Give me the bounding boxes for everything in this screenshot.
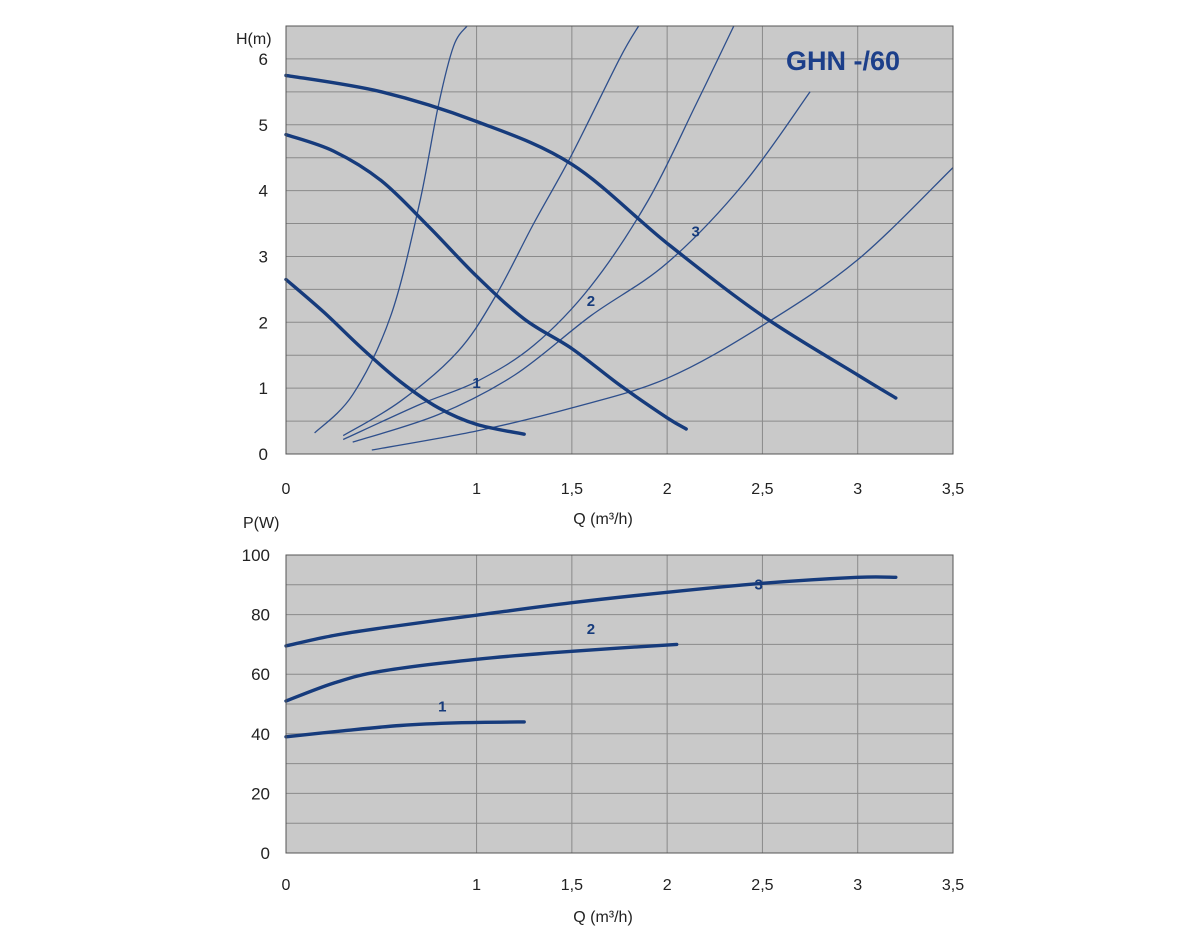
y-tick-label: 5 (259, 116, 268, 135)
y-tick-label: 40 (251, 725, 270, 744)
series-line-1 (284, 277, 526, 436)
x-tick-label: 2 (663, 481, 672, 498)
system-curve-line (342, 25, 640, 437)
chart-title: GHN -/60 (786, 46, 900, 76)
series-line-3 (284, 575, 898, 648)
system-curve-line (352, 91, 811, 443)
system-curve-line (371, 167, 954, 451)
series-label-2: 2 (587, 621, 595, 638)
x-tick-label: 2,5 (751, 481, 773, 498)
series-line-1 (284, 720, 526, 739)
head-y-axis-label: H(m) (236, 31, 272, 48)
y-tick-label: 20 (251, 784, 270, 803)
power-gridlines (286, 555, 953, 853)
y-tick-label: 3 (259, 247, 268, 266)
head-plot-area (286, 26, 953, 454)
x-tick-label: 3,5 (942, 481, 964, 498)
y-tick-label: 60 (251, 665, 270, 684)
head-system-curves (314, 25, 954, 451)
series-line-3 (284, 73, 898, 400)
head-y-tick-labels: 0 1 2 3 4 5 6 (259, 50, 268, 464)
head-x-tick-labels: 0 1 1,5 2 2,5 3 3,5 (282, 481, 965, 498)
x-tick-label: 1 (472, 877, 481, 894)
series-label-1: 1 (438, 698, 446, 715)
power-x-tick-labels: 0 1 1,5 2 2,5 3 3,5 (282, 877, 965, 894)
x-tick-label: 1,5 (561, 481, 583, 498)
head-x-axis-label: Q (m³/h) (573, 511, 633, 528)
y-tick-label: 1 (259, 379, 268, 398)
head-series-labels: 1 2 3 (472, 224, 700, 392)
system-curve-line (314, 25, 468, 434)
x-tick-label: 2,5 (751, 877, 773, 894)
x-tick-label: 3 (853, 877, 862, 894)
x-tick-label: 3,5 (942, 877, 964, 894)
power-series-labels: 1 2 3 (438, 576, 763, 715)
y-tick-label: 0 (261, 844, 270, 863)
power-plot-frame (285, 554, 954, 854)
x-tick-label: 0 (282, 481, 291, 498)
x-tick-label: 3 (853, 481, 862, 498)
y-tick-label: 6 (259, 50, 268, 69)
series-label-1: 1 (472, 375, 480, 392)
series-line-2 (284, 642, 679, 703)
y-tick-label: 4 (259, 182, 268, 201)
y-tick-label: 2 (259, 313, 268, 332)
power-x-axis-label: Q (m³/h) (573, 909, 633, 926)
power-curves (284, 575, 898, 739)
power-y-tick-labels: 0 20 40 60 80 100 (242, 546, 270, 863)
x-tick-label: 1,5 (561, 877, 583, 894)
series-label-2: 2 (587, 293, 595, 310)
head-pump-curves (284, 73, 898, 436)
series-label-3: 3 (692, 224, 700, 241)
x-tick-label: 1 (472, 481, 481, 498)
y-tick-label: 100 (242, 546, 270, 565)
x-tick-label: 0 (282, 877, 291, 894)
power-y-axis-label: P(W) (243, 515, 279, 532)
y-tick-label: 0 (259, 445, 268, 464)
x-tick-label: 2 (663, 877, 672, 894)
head-plot-frame (285, 25, 954, 455)
series-line-2 (284, 132, 688, 431)
power-chart: 0 1 1,5 2 2,5 3 3,5 0 20 40 60 80 100 1 2 3 P(W) Q (m… (242, 515, 965, 926)
y-tick-label: 80 (251, 606, 270, 625)
series-label-3: 3 (754, 576, 762, 593)
